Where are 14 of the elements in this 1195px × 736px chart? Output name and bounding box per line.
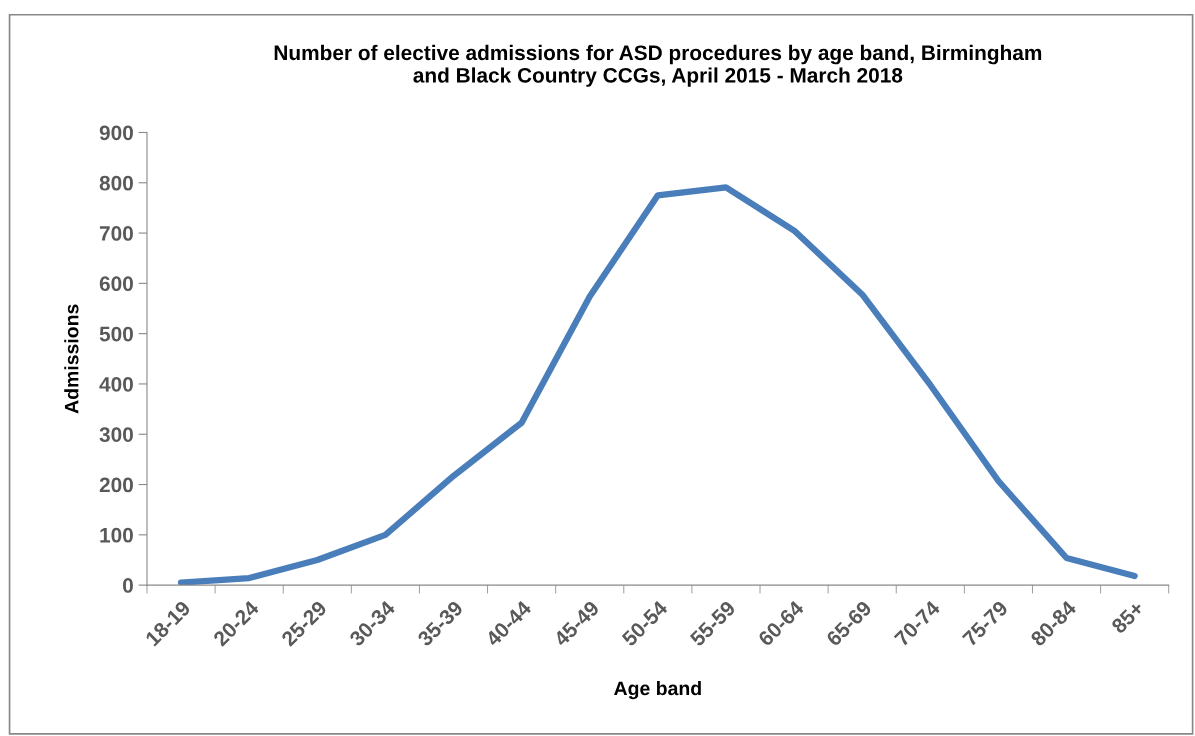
y-tick-label: 500 [99,326,133,342]
y-tick-label: 0 [123,578,133,593]
y-tick-label: 800 [99,175,133,191]
y-tick-label: 100 [100,527,133,543]
y-tick-label: 200 [99,477,133,493]
y-axis-title: Admissions [64,304,79,414]
y-tick-label: 400 [99,376,133,392]
y-tick-label: 900 [99,125,133,141]
chart-title: Number of elective admissions for ASD procedures by age band, Birmingham and Black Country CCGs, April 2015 - March 2018 [274,44,1042,87]
y-tick-label: 600 [99,276,133,292]
x-tick-label: 85+ [1110,599,1145,635]
y-tick-label: 300 [99,427,133,443]
x-axis-title: Age band [614,680,701,700]
y-tick-label: 700 [99,226,133,241]
